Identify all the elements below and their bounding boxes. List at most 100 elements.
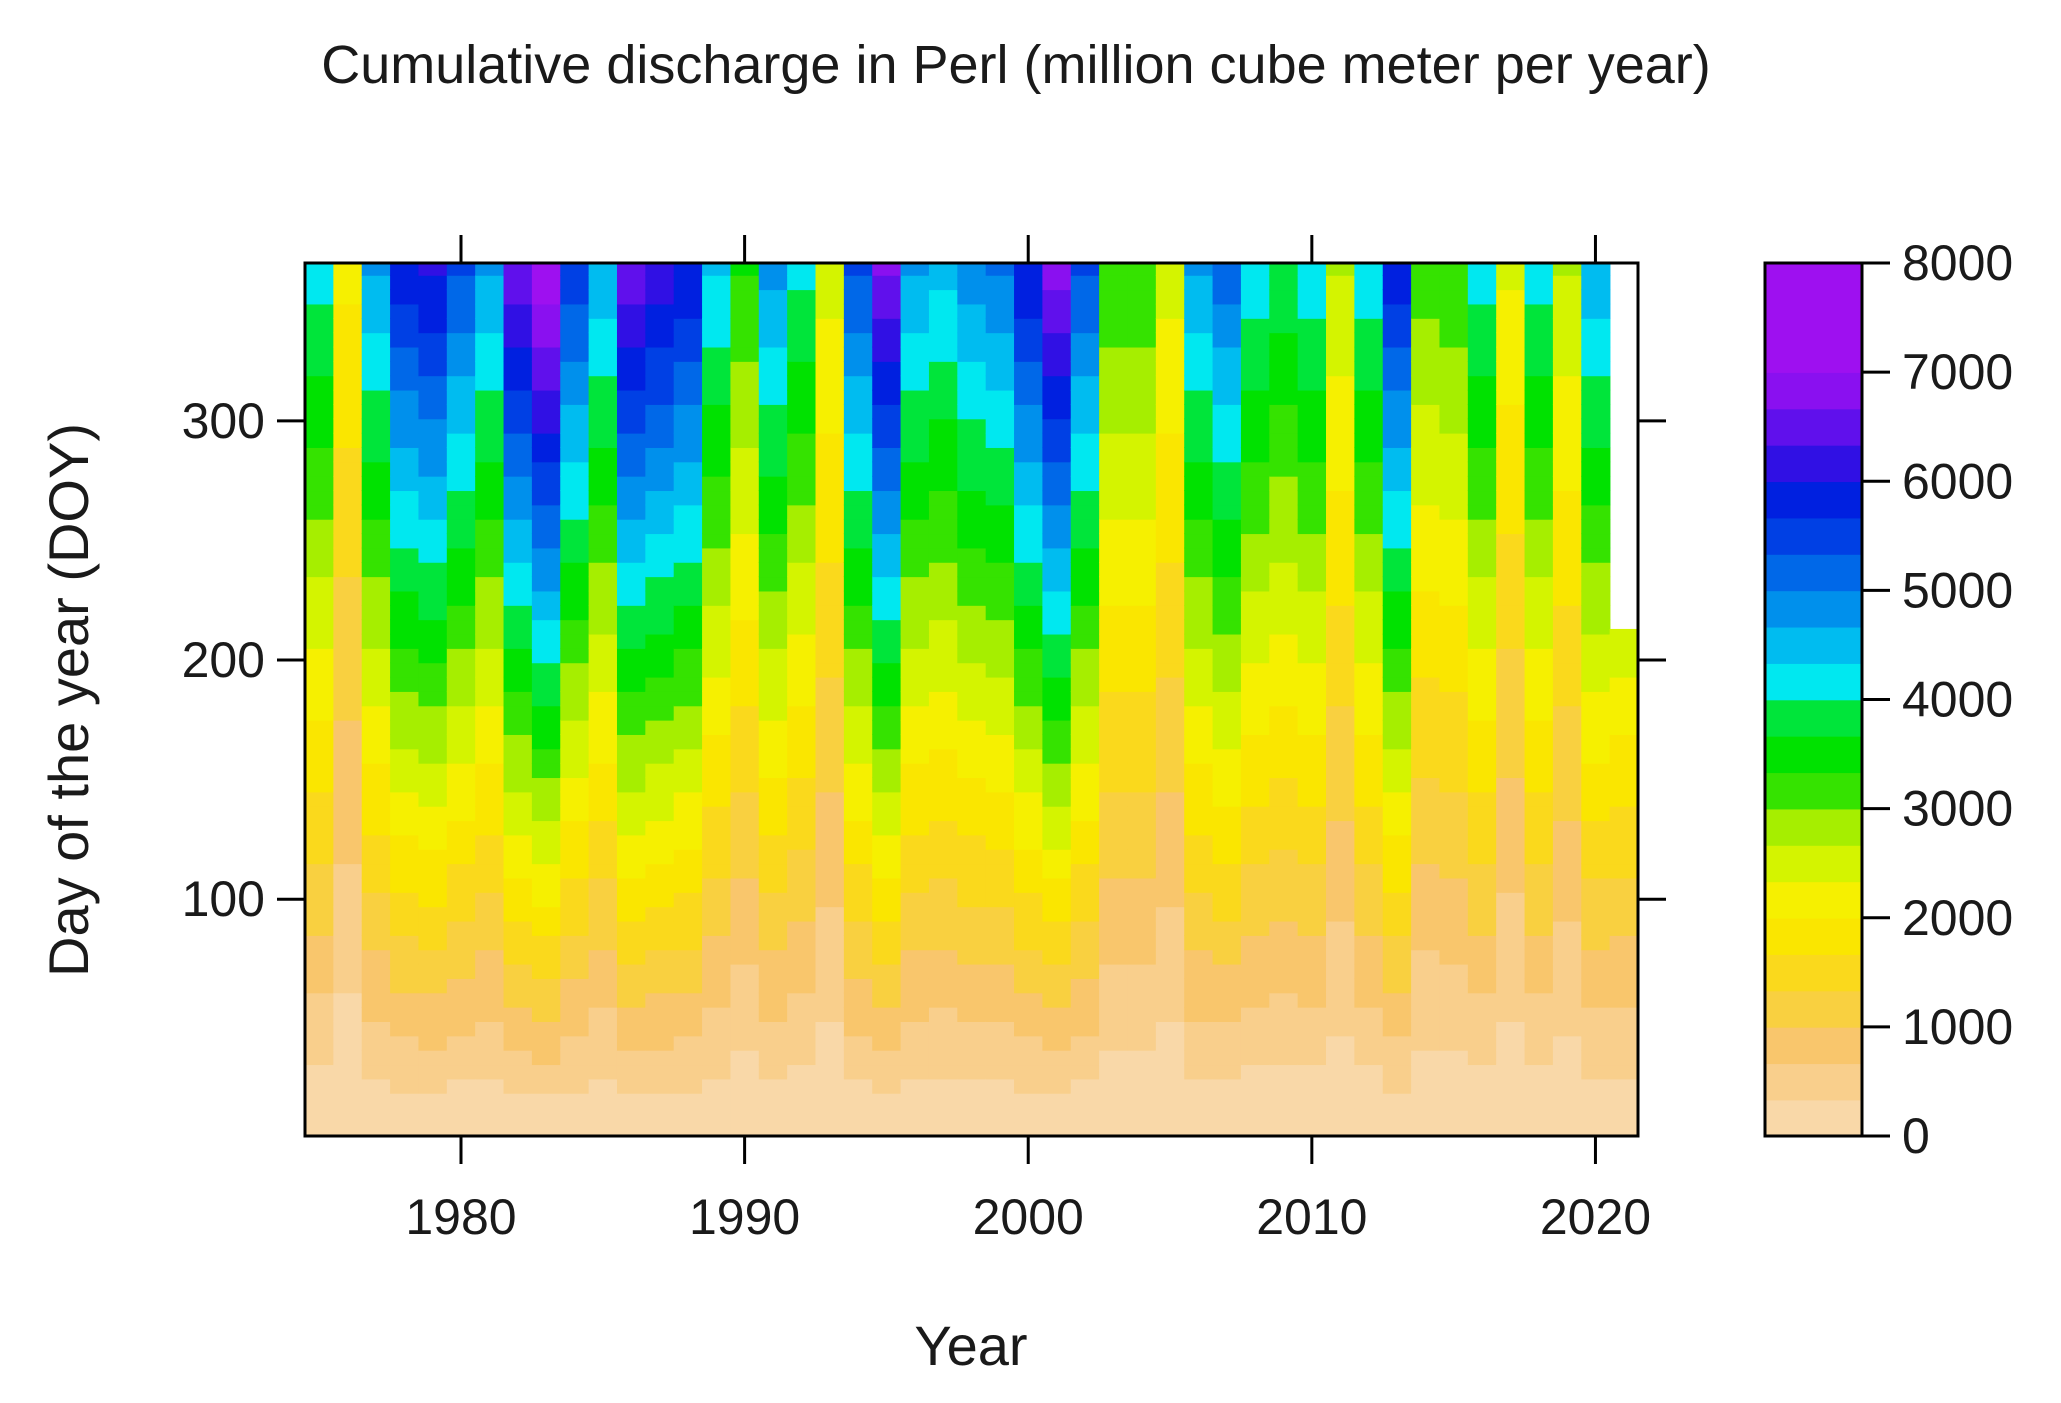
heatmap-cell	[1467, 289, 1497, 305]
heatmap-cell	[1467, 978, 1497, 994]
heatmap-cell	[616, 576, 647, 592]
heatmap-cell	[1326, 719, 1356, 735]
heatmap-cell	[1014, 1049, 1044, 1066]
heatmap-cell	[1524, 791, 1554, 807]
heatmap-cell	[1552, 777, 1583, 793]
heatmap-cell	[588, 605, 618, 621]
heatmap-cell	[361, 1078, 391, 1094]
heatmap-cell	[815, 719, 845, 735]
heatmap-cell	[1070, 361, 1100, 377]
heatmap-cell	[815, 748, 845, 764]
heatmap-cell	[673, 791, 703, 807]
heatmap-cell	[361, 605, 391, 621]
heatmap-cell	[673, 576, 703, 592]
heatmap-cell	[1496, 533, 1526, 549]
heatmap-cell	[1155, 906, 1186, 922]
heatmap-cell	[588, 791, 618, 807]
heatmap-cell	[1099, 418, 1129, 434]
heatmap-cell	[1297, 590, 1327, 606]
heatmap-cell	[702, 461, 732, 477]
heatmap-cell	[1439, 547, 1469, 563]
heatmap-cell	[503, 892, 533, 908]
heatmap-cell	[418, 447, 448, 463]
heatmap-cell	[985, 1121, 1015, 1137]
heatmap-cell	[560, 992, 590, 1008]
heatmap-cell	[361, 791, 391, 807]
heatmap-cell	[616, 303, 647, 319]
heatmap-cell	[1439, 963, 1469, 979]
heatmap-cell	[560, 547, 590, 563]
heatmap-cell	[560, 361, 590, 377]
heatmap-cell	[1354, 561, 1384, 578]
heatmap-cell	[1155, 676, 1186, 692]
heatmap-cell	[560, 518, 590, 535]
heatmap-cell	[787, 935, 817, 951]
heatmap-cell	[560, 318, 590, 334]
heatmap-cell	[1496, 375, 1526, 391]
heatmap-cell	[1439, 748, 1469, 764]
heatmap-cell	[1042, 318, 1072, 334]
heatmap-cell	[985, 978, 1015, 994]
heatmap-cell	[1127, 777, 1157, 793]
heatmap-cell	[616, 1049, 647, 1066]
heatmap-cell	[1382, 705, 1412, 721]
heatmap-cell	[1524, 834, 1554, 850]
heatmap-cell	[1014, 361, 1044, 377]
heatmap-cell	[588, 719, 618, 735]
heatmap-cell	[1127, 1092, 1157, 1109]
heatmap-cell	[1552, 389, 1583, 405]
heatmap-cell	[1467, 848, 1497, 865]
heatmap-cell	[1070, 1006, 1100, 1022]
heatmap-cell	[1467, 748, 1497, 764]
heatmap-cell	[1155, 691, 1186, 707]
heatmap-cell	[1581, 263, 1611, 276]
heatmap-cell	[673, 475, 703, 492]
heatmap-cell	[1354, 734, 1384, 750]
heatmap-cell	[957, 1078, 987, 1094]
heatmap-cell	[531, 561, 562, 578]
heatmap-cell	[1212, 561, 1242, 578]
heatmap-cell	[645, 906, 675, 922]
heatmap-cell	[1382, 1064, 1412, 1080]
heatmap-cell	[1155, 992, 1186, 1008]
heatmap-cell	[616, 906, 647, 922]
heatmap-cell	[730, 762, 760, 779]
heatmap-cell	[1070, 662, 1100, 678]
heatmap-cell	[1240, 676, 1271, 692]
x-tick-label: 2010	[1256, 1189, 1367, 1245]
heatmap-cell	[1439, 863, 1469, 879]
heatmap-cell	[1155, 892, 1186, 908]
heatmap-cell	[531, 619, 562, 635]
heatmap-cell	[616, 418, 647, 434]
heatmap-cell	[928, 547, 959, 563]
heatmap-cell	[1411, 892, 1441, 908]
heatmap-cell	[1212, 1035, 1242, 1051]
heatmap-cell	[928, 605, 959, 621]
heatmap-cell	[1240, 877, 1271, 893]
heatmap-cell	[702, 605, 732, 621]
heatmap-cell	[1496, 949, 1526, 965]
heatmap-cell	[1467, 605, 1497, 621]
heatmap-cell	[787, 662, 817, 678]
heatmap-cell	[872, 1064, 902, 1080]
heatmap-cell	[730, 605, 760, 621]
heatmap-cell	[531, 935, 562, 951]
heatmap-cell	[815, 375, 845, 391]
heatmap-cell	[645, 263, 675, 276]
heatmap-cell	[673, 1121, 703, 1137]
heatmap-cell	[1524, 475, 1554, 492]
heatmap-cell	[1099, 303, 1129, 319]
heatmap-cell	[900, 590, 930, 606]
heatmap-cell	[730, 375, 760, 391]
heatmap-cell	[1326, 547, 1356, 563]
heatmap-cell	[1581, 619, 1611, 635]
heatmap-cell	[702, 676, 732, 692]
heatmap-cell	[1581, 447, 1611, 463]
heatmap-cell	[475, 1035, 505, 1051]
heatmap-cell	[1240, 848, 1271, 865]
heatmap-cell	[1326, 892, 1356, 908]
heatmap-cell	[645, 1049, 675, 1066]
heatmap-cell	[815, 877, 845, 893]
heatmap-cell	[1212, 1107, 1242, 1123]
heatmap-cell	[1184, 1107, 1214, 1123]
